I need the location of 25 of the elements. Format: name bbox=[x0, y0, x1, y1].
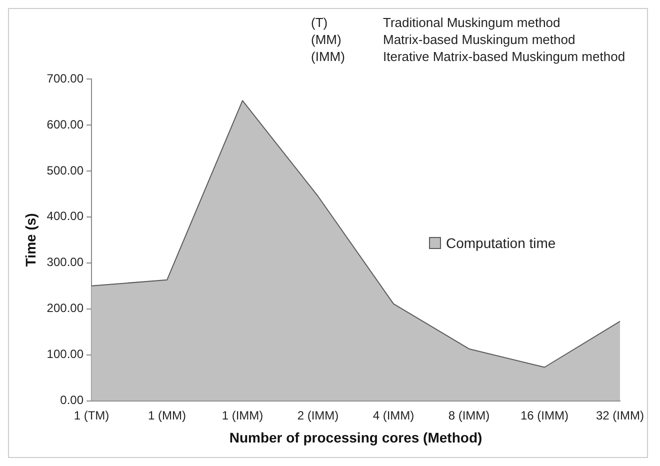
text: Traditional Muskingum method bbox=[383, 15, 560, 30]
text: (MM) bbox=[311, 32, 342, 48]
y-axis-title: Time (s) bbox=[22, 213, 38, 267]
text: (IMM) bbox=[311, 49, 345, 64]
x-tick-label: 1 (MM) bbox=[148, 408, 186, 422]
y-tick-label: 100.00 bbox=[46, 347, 84, 362]
y-tick-label: 600.00 bbox=[46, 117, 84, 132]
y-tick-label: 400.00 bbox=[46, 209, 84, 224]
y-tick-label: 500.00 bbox=[46, 163, 84, 178]
x-tick-label: 4 (IMM) bbox=[372, 408, 414, 422]
x-tick-label: 8 (IMM) bbox=[448, 408, 490, 422]
y-tick-label: 200.00 bbox=[46, 301, 84, 316]
x-tick-label: 1 (TM) bbox=[74, 408, 110, 422]
x-axis-title: Number of processing cores (Method) bbox=[229, 429, 482, 446]
text: (T) bbox=[311, 15, 328, 30]
text: Iterative Matrix-based Muskingum method bbox=[383, 49, 626, 64]
text: Matrix-based Muskingum method bbox=[383, 32, 576, 48]
x-tick-label: 1 (IMM) bbox=[222, 408, 264, 422]
y-tick-label: 300.00 bbox=[46, 255, 84, 270]
x-tick-label: 16 (IMM) bbox=[520, 408, 569, 422]
y-tick-label: 700.00 bbox=[46, 71, 84, 86]
y-tick-label: 0.00 bbox=[60, 393, 84, 408]
legend-label: Computation time bbox=[446, 235, 556, 251]
x-tick-label: 2 (IMM) bbox=[297, 408, 339, 422]
x-tick-label: 32 (IMM) bbox=[596, 408, 644, 422]
